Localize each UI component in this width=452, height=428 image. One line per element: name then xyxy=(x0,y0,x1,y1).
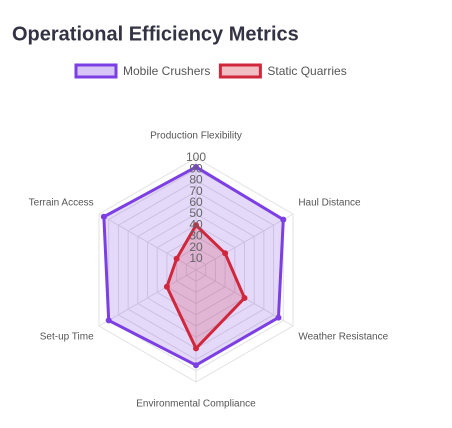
category-label: Environmental Compliance xyxy=(136,399,256,410)
r-tick-label: 10 xyxy=(189,251,203,265)
legend-swatch xyxy=(74,63,118,79)
chart-title: Operational Efficiency Metrics xyxy=(12,23,299,45)
legend-label: Static Quarries xyxy=(267,64,346,78)
radar-point xyxy=(100,213,107,220)
r-tick-label: 90 xyxy=(189,161,203,175)
r-tick-label: 80 xyxy=(189,173,203,187)
category-label: Haul Distance xyxy=(298,198,361,209)
radar-point xyxy=(280,216,287,223)
spoke xyxy=(195,213,294,271)
category-label: Weather Resistance xyxy=(298,332,388,343)
spoke xyxy=(98,213,197,271)
legend-swatch xyxy=(218,63,262,79)
r-tick-label: 70 xyxy=(189,184,203,198)
legend-label: Mobile Crushers xyxy=(123,64,210,78)
radar-point xyxy=(173,255,180,262)
radar-point xyxy=(193,362,199,369)
radar-point xyxy=(193,345,199,352)
r-tick-label: 40 xyxy=(189,217,203,231)
category-label: Production Flexibility xyxy=(150,131,242,142)
radar-point xyxy=(163,283,170,290)
radar-point xyxy=(193,222,199,229)
radar-point xyxy=(241,295,248,301)
category-label: Terrain Access xyxy=(29,198,94,209)
radar-point xyxy=(105,317,112,324)
radar-point xyxy=(275,314,282,321)
r-tick-label: 100 xyxy=(186,150,206,164)
category-label: Set-up Time xyxy=(40,332,94,343)
spoke xyxy=(98,269,197,327)
r-tick-label: 50 xyxy=(189,206,203,220)
r-tick-label: 20 xyxy=(189,240,203,254)
radar-point xyxy=(193,163,199,170)
r-tick-label: 60 xyxy=(189,195,203,209)
r-tick-label: 30 xyxy=(189,229,203,243)
radar-point xyxy=(222,250,229,257)
